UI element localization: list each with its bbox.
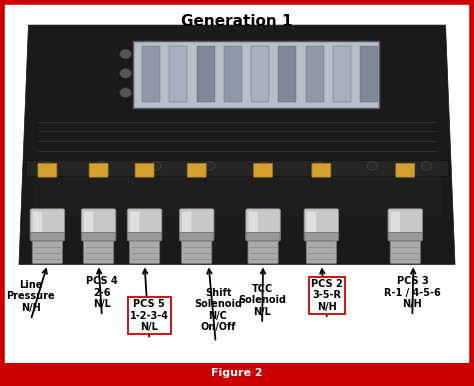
Ellipse shape [42, 162, 53, 170]
FancyBboxPatch shape [84, 212, 93, 238]
Text: Shift
Solenoid
N/C
On/Off: Shift Solenoid N/C On/Off [194, 288, 242, 332]
FancyBboxPatch shape [197, 46, 215, 102]
Ellipse shape [367, 162, 378, 170]
FancyBboxPatch shape [224, 46, 242, 102]
FancyBboxPatch shape [128, 232, 162, 241]
FancyBboxPatch shape [248, 238, 278, 264]
FancyBboxPatch shape [360, 46, 378, 102]
FancyBboxPatch shape [187, 163, 206, 177]
Ellipse shape [119, 88, 131, 97]
Text: PCS 4
2-6
N/L: PCS 4 2-6 N/L [86, 276, 118, 309]
FancyBboxPatch shape [390, 238, 420, 264]
FancyBboxPatch shape [248, 212, 258, 238]
FancyBboxPatch shape [304, 209, 338, 241]
FancyBboxPatch shape [33, 212, 42, 238]
FancyBboxPatch shape [30, 209, 64, 241]
FancyBboxPatch shape [28, 108, 446, 174]
Ellipse shape [119, 49, 131, 59]
Ellipse shape [313, 162, 323, 170]
Polygon shape [33, 108, 118, 216]
Ellipse shape [151, 162, 161, 170]
FancyBboxPatch shape [129, 238, 160, 264]
Text: PCS 2
3-5-R
N/H: PCS 2 3-5-R N/H [311, 279, 343, 312]
FancyBboxPatch shape [246, 232, 280, 241]
FancyBboxPatch shape [306, 238, 337, 264]
FancyBboxPatch shape [26, 160, 448, 176]
FancyBboxPatch shape [246, 209, 280, 241]
FancyBboxPatch shape [304, 232, 338, 241]
Text: PCS 5
1-2-3-4
N/L: PCS 5 1-2-3-4 N/L [130, 299, 169, 332]
FancyBboxPatch shape [2, 363, 472, 384]
FancyBboxPatch shape [279, 46, 297, 102]
Text: PCS 3
R-1 / 4-5-6
N/H: PCS 3 R-1 / 4-5-6 N/H [384, 276, 441, 309]
FancyBboxPatch shape [396, 163, 415, 177]
FancyBboxPatch shape [254, 163, 273, 177]
FancyBboxPatch shape [83, 238, 114, 264]
Ellipse shape [205, 162, 215, 170]
FancyBboxPatch shape [180, 232, 214, 241]
FancyBboxPatch shape [170, 46, 188, 102]
FancyBboxPatch shape [38, 163, 57, 177]
FancyBboxPatch shape [33, 108, 441, 216]
FancyBboxPatch shape [312, 163, 331, 177]
Ellipse shape [96, 162, 107, 170]
FancyBboxPatch shape [133, 41, 379, 108]
FancyBboxPatch shape [82, 232, 116, 241]
FancyBboxPatch shape [128, 209, 162, 241]
Text: Figure 2: Figure 2 [211, 368, 263, 378]
FancyBboxPatch shape [391, 212, 400, 238]
Ellipse shape [421, 162, 432, 170]
Text: Line
Pressure
N/H: Line Pressure N/H [7, 280, 55, 313]
FancyBboxPatch shape [307, 212, 316, 238]
FancyBboxPatch shape [30, 232, 64, 241]
Ellipse shape [119, 69, 131, 78]
FancyBboxPatch shape [388, 232, 422, 241]
Text: Generation 1: Generation 1 [181, 14, 293, 29]
Ellipse shape [259, 162, 269, 170]
FancyBboxPatch shape [306, 46, 324, 102]
FancyBboxPatch shape [182, 212, 191, 238]
FancyBboxPatch shape [142, 46, 160, 102]
Polygon shape [356, 108, 441, 216]
FancyBboxPatch shape [130, 212, 139, 238]
Text: TCC
Solenoid
N/L: TCC Solenoid N/L [238, 284, 286, 317]
FancyBboxPatch shape [333, 46, 351, 102]
FancyBboxPatch shape [388, 209, 422, 241]
FancyBboxPatch shape [135, 163, 154, 177]
FancyBboxPatch shape [32, 238, 63, 264]
FancyBboxPatch shape [180, 209, 214, 241]
Polygon shape [19, 25, 455, 264]
FancyBboxPatch shape [182, 238, 212, 264]
FancyBboxPatch shape [251, 46, 269, 102]
FancyBboxPatch shape [82, 209, 116, 241]
FancyBboxPatch shape [89, 163, 108, 177]
